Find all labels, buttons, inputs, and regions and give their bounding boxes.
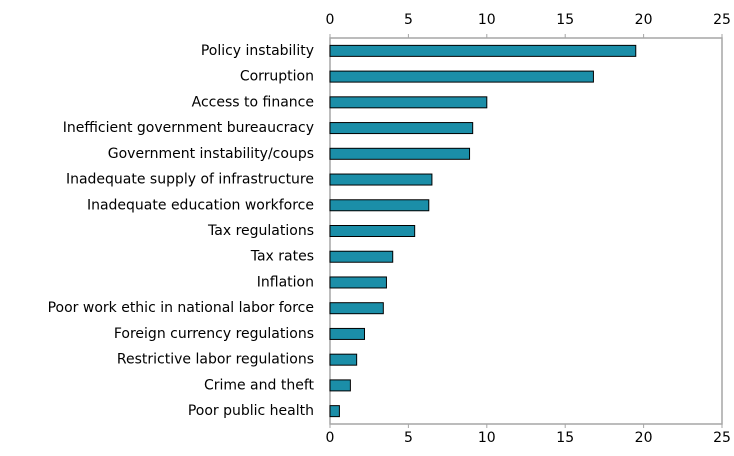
- x-tick-label-top: 0: [326, 12, 335, 28]
- x-tick-label-top: 10: [478, 12, 496, 28]
- x-tick-label-top: 15: [556, 12, 574, 28]
- x-tick-label-bottom: 5: [404, 430, 413, 446]
- bar: [329, 122, 474, 135]
- bar: [329, 353, 358, 366]
- x-tick-label-top: 20: [635, 12, 653, 28]
- x-tick-label-bottom: 20: [635, 430, 653, 446]
- bar: [329, 405, 340, 418]
- y-tick-label: Inadequate education workforce: [87, 197, 314, 213]
- y-tick-label: Inadequate supply of infrastructure: [66, 172, 314, 188]
- x-tick-label-bottom: 10: [478, 430, 496, 446]
- y-tick-label: Corruption: [240, 69, 314, 85]
- bar: [329, 302, 384, 315]
- bar: [329, 276, 387, 289]
- bar: [329, 225, 416, 237]
- y-tick-label: Inflation: [257, 274, 314, 290]
- bar: [329, 44, 637, 57]
- bar: [329, 173, 433, 186]
- y-tick-label: Access to finance: [192, 94, 314, 110]
- bar: [329, 70, 594, 83]
- x-tick-label-bottom: 25: [713, 430, 731, 446]
- x-tick-label-bottom: 0: [326, 430, 335, 446]
- x-tick-label-top: 5: [404, 12, 413, 28]
- bar: [329, 96, 488, 109]
- y-tick-label: Poor work ethic in national labor force: [48, 300, 314, 316]
- y-tick-label: Tax regulations: [207, 223, 314, 239]
- y-tick-label: Crime and theft: [204, 377, 315, 393]
- bar: [329, 147, 471, 160]
- x-tick-label-bottom: 15: [556, 430, 574, 446]
- bar: [329, 327, 365, 340]
- y-tick-label: Restrictive labor regulations: [117, 352, 314, 368]
- y-tick-label: Inefficient government bureaucracy: [63, 120, 314, 136]
- y-tick-label: Foreign currency regulations: [114, 326, 314, 342]
- bar: [329, 379, 351, 392]
- x-tick-label-top: 25: [713, 12, 731, 28]
- y-tick-label: Policy instability: [201, 43, 314, 59]
- y-tick-label: Poor public health: [188, 403, 314, 419]
- y-tick-label: Tax rates: [250, 249, 314, 265]
- bar: [329, 199, 430, 212]
- bar: [329, 250, 394, 263]
- y-tick-label: Government instability/coups: [108, 146, 314, 162]
